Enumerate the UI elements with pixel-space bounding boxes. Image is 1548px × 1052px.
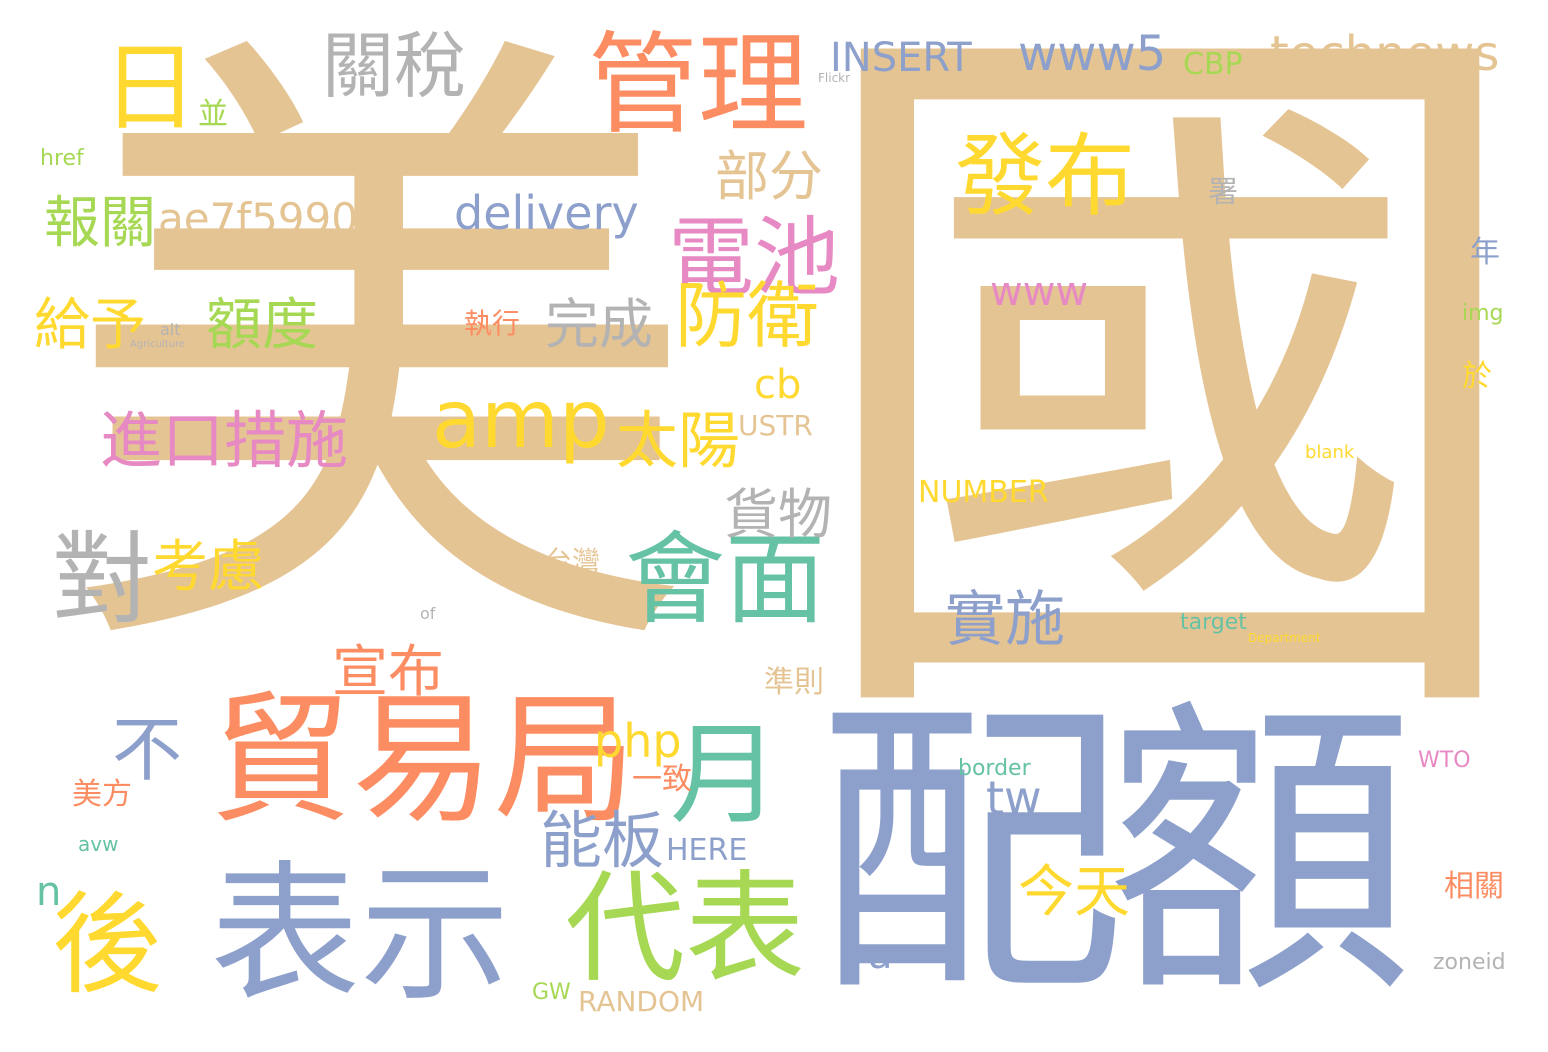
- word-cb: cb: [754, 362, 802, 408]
- word-huimian: 會面: [625, 521, 825, 638]
- word-a: a: [868, 932, 893, 978]
- word-avw: avw: [78, 832, 119, 856]
- word-www: www: [990, 269, 1089, 315]
- word-bing: 並: [198, 97, 228, 132]
- word-yue: 月: [670, 711, 780, 839]
- word-cbp: CBP: [1183, 47, 1243, 82]
- word-yizhi: 一致: [632, 762, 692, 797]
- word-hou: 後: [52, 881, 162, 1009]
- word-taiyang: 太陽: [616, 404, 741, 477]
- word-bu: 不: [112, 709, 182, 791]
- word-ri: 日: [102, 32, 198, 144]
- word-bufen: 部分: [715, 145, 823, 208]
- word-shishi: 實施: [945, 585, 1065, 655]
- word-nengban: 能板: [540, 804, 665, 877]
- word-number: NUMBER: [918, 475, 1049, 510]
- word-huowu: 貨物: [724, 483, 832, 546]
- word-daibiao: 代表: [565, 860, 805, 999]
- word-xiangguan: 相關: [1444, 869, 1504, 904]
- word-jiyu: 給予: [34, 293, 146, 358]
- word-img: img: [1462, 301, 1504, 326]
- word-tw: tw: [986, 771, 1042, 825]
- word-xuanbu: 宣布: [332, 640, 444, 705]
- word-taiwan: 台灣: [544, 545, 601, 578]
- word-random: RANDOM: [578, 985, 705, 1018]
- word-target: target: [1180, 610, 1247, 635]
- word-meifang: 美方: [72, 777, 132, 812]
- word-guanli: 管理: [588, 21, 808, 149]
- word-zoneid: zoneid: [1433, 950, 1506, 975]
- word-shu: 署: [1208, 175, 1238, 210]
- word-wto: WTO: [1418, 748, 1471, 773]
- word-jinkou-cuoshi: 進口措施: [100, 404, 349, 477]
- word-delivery: delivery: [454, 186, 639, 240]
- word-department: Department: [1248, 631, 1321, 645]
- word-meiguo-mei: 美: [60, 0, 700, 732]
- word-wancheng: 完成: [545, 293, 653, 356]
- word-maoyiju: 貿易局: [210, 678, 636, 843]
- word-jintian: 今天: [1018, 860, 1130, 925]
- word-ustr: USTR: [738, 409, 813, 442]
- word-gw: GW: [532, 980, 571, 1005]
- word-nian: 年: [1470, 235, 1500, 270]
- word-guanshui: 關稅: [322, 24, 467, 108]
- word-agriculture: Agriculture: [130, 339, 185, 350]
- word-zhixing: 執行: [464, 307, 521, 340]
- word-of: of: [420, 604, 436, 623]
- word-here: HERE: [666, 833, 748, 868]
- word-baoguan: 報關: [44, 191, 156, 256]
- word-technews: technews: [1270, 26, 1500, 82]
- word-flickr: Flickr: [818, 71, 851, 85]
- word-fabu: 發布: [955, 124, 1135, 229]
- word-yu: 於: [1462, 359, 1492, 394]
- word-meiguo-guo: 國: [800, 0, 1540, 811]
- word-insert: INSERT: [830, 35, 972, 81]
- word-ae7f5990: ae7f5990: [158, 194, 358, 243]
- word-kaolv: 考慮: [152, 535, 264, 600]
- word-n: n: [36, 869, 62, 915]
- word-edu: 額度: [206, 293, 318, 358]
- word-amp: amp: [432, 373, 610, 466]
- word-peie: 配額: [815, 674, 1415, 1035]
- word-zhunze: 準則: [764, 665, 824, 700]
- word-www5: www5: [1018, 26, 1167, 82]
- word-dui: 對: [52, 521, 152, 638]
- word-php: php: [594, 714, 682, 768]
- word-alt: alt: [160, 320, 181, 339]
- word-fangwei: 防衛: [675, 274, 820, 358]
- word-dianchi: 電池: [668, 208, 840, 308]
- word-blank: blank: [1305, 442, 1355, 463]
- word-href: href: [40, 146, 84, 171]
- word-biaoshi: 表示: [210, 848, 511, 1022]
- word-border: border: [958, 756, 1031, 781]
